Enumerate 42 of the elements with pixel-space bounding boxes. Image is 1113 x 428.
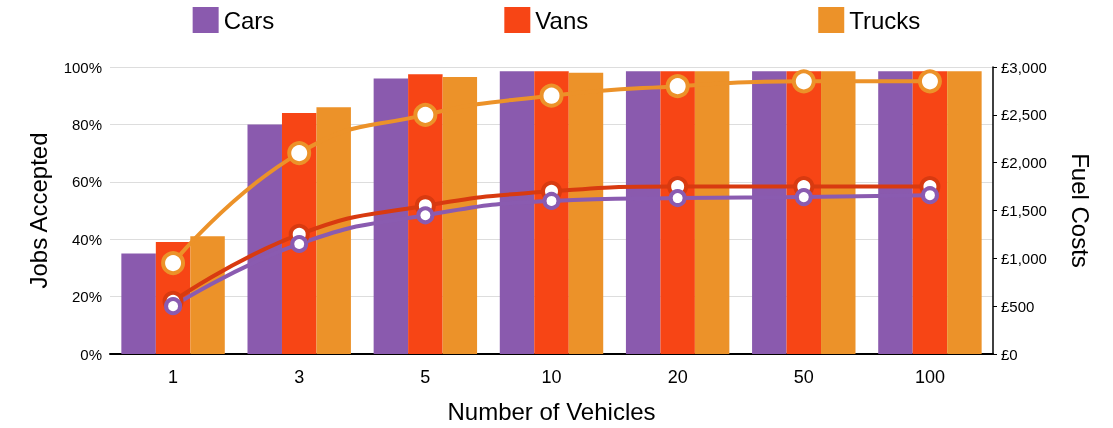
bar xyxy=(121,253,156,354)
point xyxy=(416,206,435,225)
y2-tick-label: £2,000 xyxy=(1001,154,1047,172)
point xyxy=(917,69,942,94)
x-tick-label: 50 xyxy=(793,367,814,387)
point xyxy=(287,141,312,166)
x-tick-label: 1 xyxy=(168,367,179,387)
y2-tick-label: £2,500 xyxy=(1001,106,1047,124)
point xyxy=(290,234,309,253)
point xyxy=(539,83,564,108)
point xyxy=(413,102,438,127)
point xyxy=(791,69,816,94)
y-tick-label: 0% xyxy=(80,345,102,363)
x-axis-title: Number of Vehicles xyxy=(447,397,656,425)
y2-axis-title: Fuel Costs xyxy=(1066,153,1094,268)
legend-label: Cars xyxy=(223,6,275,34)
point xyxy=(794,188,813,207)
point xyxy=(920,186,939,205)
y-tick-label: 100% xyxy=(63,58,102,76)
legend-label: Vans xyxy=(535,6,589,34)
x-tick-label: 5 xyxy=(420,367,431,387)
x-tick-label: 10 xyxy=(541,367,562,387)
point xyxy=(542,191,561,210)
y2-tick-label: £0 xyxy=(1001,345,1018,363)
point xyxy=(164,297,183,316)
y-tick-label: 80% xyxy=(71,115,102,133)
y-tick-label: 60% xyxy=(71,173,102,191)
x-tick-label: 100 xyxy=(914,367,945,387)
y2-tick-label: £500 xyxy=(1001,297,1035,315)
legend-label: Trucks xyxy=(849,6,921,34)
y2-tick-label: £1,000 xyxy=(1001,249,1047,267)
y-axis-title: Jobs Accepted xyxy=(24,132,52,289)
point xyxy=(665,74,690,99)
y2-tick-label: £1,500 xyxy=(1001,202,1047,219)
y2-tick-label: £3,000 xyxy=(1001,58,1047,76)
point xyxy=(668,189,687,208)
x-tick-label: 3 xyxy=(294,367,305,387)
y-tick-label: 40% xyxy=(71,230,102,248)
point xyxy=(161,251,186,276)
x-tick-label: 20 xyxy=(667,367,688,387)
y-tick-label: 20% xyxy=(71,288,102,306)
bar xyxy=(947,71,982,354)
